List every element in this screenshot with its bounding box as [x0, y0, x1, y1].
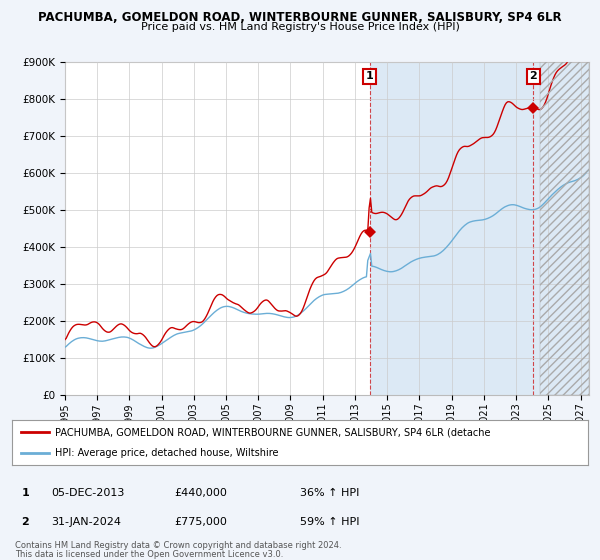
- Text: 36% ↑ HPI: 36% ↑ HPI: [300, 488, 359, 498]
- Text: 1: 1: [22, 488, 29, 498]
- Text: PACHUMBA, GOMELDON ROAD, WINTERBOURNE GUNNER, SALISBURY, SP4 6LR (detache: PACHUMBA, GOMELDON ROAD, WINTERBOURNE GU…: [55, 427, 491, 437]
- Text: This data is licensed under the Open Government Licence v3.0.: This data is licensed under the Open Gov…: [15, 550, 283, 559]
- Text: 2: 2: [22, 517, 29, 527]
- Text: 05-DEC-2013: 05-DEC-2013: [51, 488, 124, 498]
- Text: 59% ↑ HPI: 59% ↑ HPI: [300, 517, 359, 527]
- Text: HPI: Average price, detached house, Wiltshire: HPI: Average price, detached house, Wilt…: [55, 447, 278, 458]
- Text: PACHUMBA, GOMELDON ROAD, WINTERBOURNE GUNNER, SALISBURY, SP4 6LR: PACHUMBA, GOMELDON ROAD, WINTERBOURNE GU…: [38, 11, 562, 24]
- Bar: [370, 62, 589, 395]
- Text: 1: 1: [366, 72, 374, 81]
- Text: 2: 2: [530, 72, 538, 81]
- Text: 31-JAN-2024: 31-JAN-2024: [51, 517, 121, 527]
- Text: £440,000: £440,000: [174, 488, 227, 498]
- Text: Contains HM Land Registry data © Crown copyright and database right 2024.: Contains HM Land Registry data © Crown c…: [15, 542, 341, 550]
- Text: Price paid vs. HM Land Registry's House Price Index (HPI): Price paid vs. HM Land Registry's House …: [140, 22, 460, 32]
- Text: £775,000: £775,000: [174, 517, 227, 527]
